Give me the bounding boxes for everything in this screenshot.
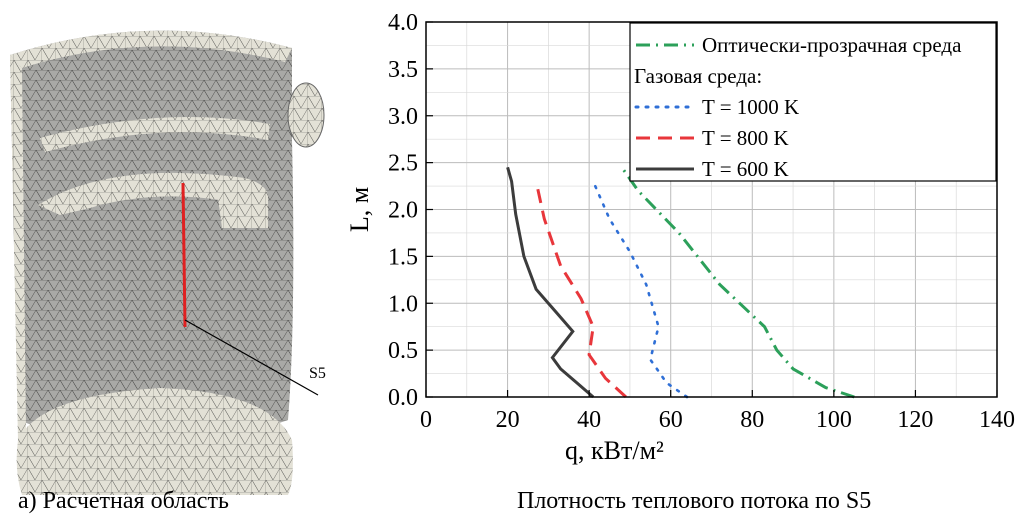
mesh-illustration: [10, 30, 325, 495]
s5-leader: [184, 319, 319, 396]
nozzle: [287, 82, 325, 148]
y-tick-label: 0.5: [388, 338, 418, 364]
y-tick-label: 1.5: [388, 244, 418, 270]
axis-labels: 0 20 40 60 80 100 120 140 0.0 0.5 1.0 1.5 2.0 2.5 3.0 3…: [345, 10, 1015, 465]
legend-label: T = 800 K: [702, 126, 789, 150]
x-tick-label: 80: [740, 407, 764, 433]
upper-shelf: [40, 117, 270, 152]
wall-cut: [10, 55, 26, 440]
x-tick-label: 120: [897, 407, 933, 433]
probe-line-s5: [181, 182, 187, 328]
y-tick-label: 2.5: [388, 151, 418, 177]
top-rim: [10, 30, 292, 68]
x-tick-label: 60: [659, 407, 683, 433]
x-tick-label: 100: [816, 407, 852, 433]
right-caption: Плотность теплового потока по S5: [517, 488, 872, 514]
ticks: [425, 21, 998, 398]
y-axis-title: L, м: [345, 187, 374, 232]
series-line-3: [506, 166, 595, 399]
y-tick-label: 3.5: [388, 57, 418, 83]
legend-label: T = 1000 K: [702, 95, 799, 119]
legend-label: T = 600 K: [702, 157, 789, 181]
legend: Оптически-прозрачная среда Газовая среда:…: [629, 22, 997, 182]
middle-shelf: [38, 172, 269, 222]
y-tick-label: 3.0: [388, 104, 418, 130]
legend-subheader: Газовая среда:: [634, 64, 762, 88]
series-group: [506, 166, 855, 399]
x-tick-label: 140: [979, 407, 1015, 433]
y-tick-label: 4.0: [388, 10, 418, 36]
lower-band: [70, 309, 272, 342]
left-caption: а) Расчетная область: [18, 488, 229, 514]
series-line-0: [620, 166, 855, 399]
x-axis-title: q, кВт/м²: [565, 436, 664, 465]
y-tick-label: 1.0: [388, 291, 418, 317]
series-line-2: [534, 181, 627, 399]
y-tick-label: 2.0: [388, 198, 418, 224]
x-tick-label: 0: [420, 407, 432, 433]
legend-box: [629, 22, 997, 182]
x-tick-label: 20: [496, 407, 520, 433]
legend-label: Оптически-прозрачная среда: [702, 33, 962, 57]
s5-label: S5: [309, 365, 326, 382]
bottom-face: [16, 388, 293, 495]
x-tick-label: 40: [577, 407, 601, 433]
heat-flux-chart: 0 20 40 60 80 100 120 140 0.0 0.5 1.0 1.5 2.0 2.5 3.0 3…: [345, 10, 1015, 465]
y-tick-label: 0.0: [388, 385, 418, 411]
series-line-1: [591, 180, 689, 399]
